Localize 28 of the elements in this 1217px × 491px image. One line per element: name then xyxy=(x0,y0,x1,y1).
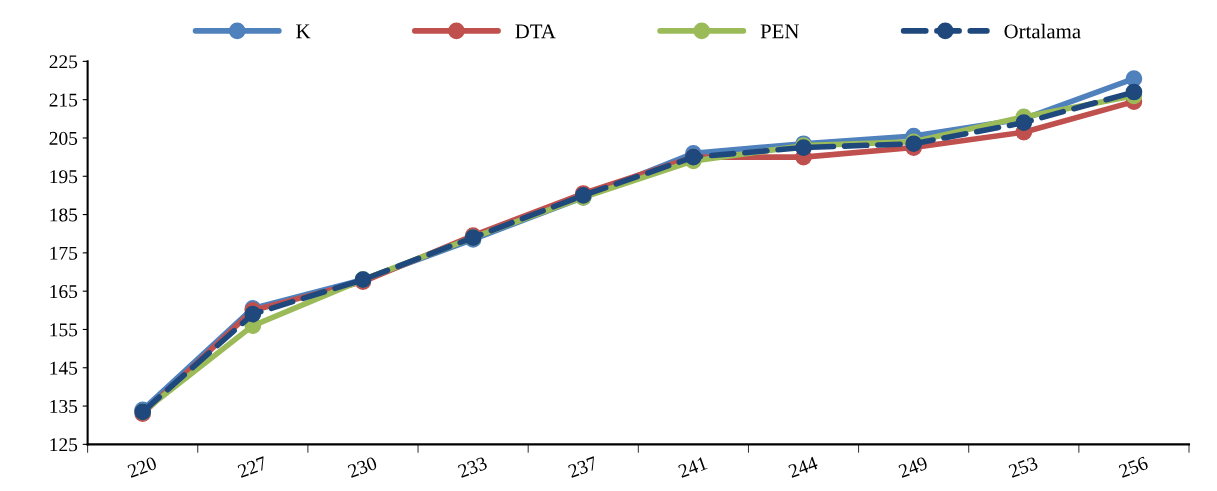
y-tick-label: 125 xyxy=(50,438,78,452)
y-tick-label: 165 xyxy=(50,285,78,299)
x-tick-label: 233 xyxy=(457,456,488,479)
point xyxy=(244,305,262,323)
y-tick-label: 225 xyxy=(49,55,78,69)
y-tick-label: 175 xyxy=(50,246,78,260)
y-tick-label: 195 xyxy=(50,170,78,184)
point xyxy=(1015,114,1033,131)
legend-label: K xyxy=(296,24,311,39)
y-tick-label: 215 xyxy=(49,93,78,107)
x-tick-label: 249 xyxy=(897,456,929,479)
legend-label: Ortalama xyxy=(1004,23,1081,39)
y-tick-label: 135 xyxy=(50,399,78,413)
x-tick-label: 256 xyxy=(1118,456,1149,479)
legend-label: PEN xyxy=(760,24,799,39)
x-tick-label: 253 xyxy=(1008,456,1039,479)
y-tick-label: 185 xyxy=(50,208,78,222)
x-tick-label: 220 xyxy=(126,456,158,479)
x-tick-label: 237 xyxy=(567,456,599,479)
x-tick-label: 230 xyxy=(347,456,378,479)
y-tick-label: 155 xyxy=(50,323,78,337)
x-tick-label: 241 xyxy=(677,456,708,478)
y-tick-label: 145 xyxy=(50,361,78,375)
x-tick-label: 244 xyxy=(787,456,819,478)
point xyxy=(1125,83,1143,101)
y-tick-label: 205 xyxy=(49,131,78,145)
legend-label: DTA xyxy=(515,24,556,39)
x-tick-label: 227 xyxy=(237,456,268,478)
